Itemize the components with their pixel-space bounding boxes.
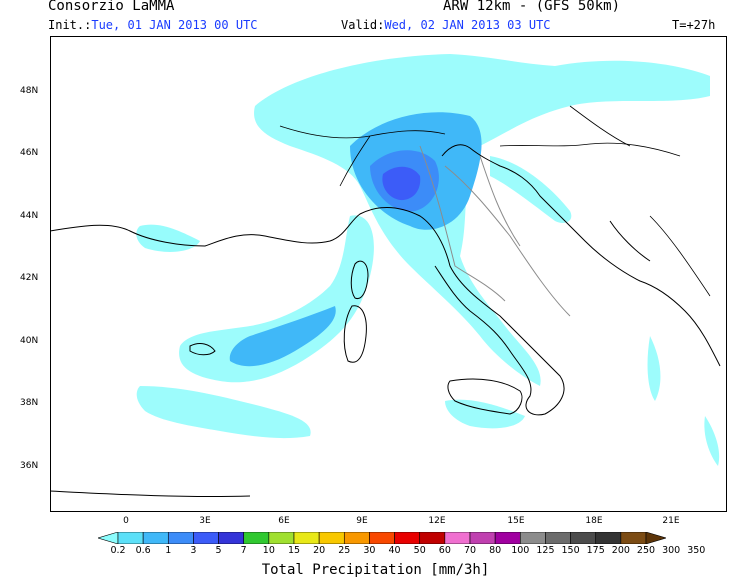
model-title: ARW 12km - (GFS 50km) (443, 0, 621, 14)
colorbar-level-label: 20 (313, 545, 326, 556)
colorbar-level-label: 60 (438, 545, 451, 556)
lon-label: 9E (356, 516, 368, 526)
colorbar-level-label: 25 (338, 545, 351, 556)
colorbar-level-label: 10 (262, 545, 275, 556)
colorbar-swatch (519, 532, 546, 544)
map-frame (50, 36, 727, 512)
colorbar-level-label: 7 (240, 545, 247, 556)
colorbar-swatch (167, 532, 194, 544)
lat-label: 36N (20, 461, 39, 471)
lon-label: 0 (123, 516, 129, 526)
lon-label: 18E (585, 516, 603, 526)
colorbar-level-label: 30 (363, 545, 376, 556)
lon-label: 21E (662, 516, 680, 526)
producer-title: Consorzio LaMMA (48, 0, 175, 14)
colorbar-level-label: 70 (463, 545, 477, 556)
lat-label: 48N (20, 86, 39, 96)
colorbar-swatch (369, 532, 395, 544)
init-time: Init.:Tue, 01 JAN 2013 00 UTC (48, 18, 258, 32)
lon-label: 12E (428, 516, 446, 526)
lon-label: 3E (199, 516, 211, 526)
colorbar-swatch (318, 532, 345, 544)
colorbar-level-label: 40 (388, 545, 401, 556)
colorbar-swatch (419, 532, 446, 544)
colorbar-swatch (343, 532, 370, 544)
precipitation-map (50, 36, 727, 512)
colorbar-level-label: 300 (662, 545, 681, 556)
init-label: Init.: (48, 18, 92, 32)
colorbar-swatch (570, 532, 597, 544)
lat-label: 42N (20, 273, 39, 283)
internal-borders (419, 145, 571, 317)
valid-value: Wed, 02 JAN 2013 03 UTC (384, 18, 551, 32)
precipitation-colorbar (98, 532, 666, 544)
colorbar-swatch (494, 532, 521, 544)
lat-label: 40N (20, 336, 39, 346)
colorbar-swatch (218, 532, 245, 544)
colorbar-swatch (595, 532, 622, 544)
colorbar-swatch (117, 532, 144, 544)
valid-label: Valid: (341, 18, 385, 32)
country-borders (279, 105, 711, 297)
colorbar-swatch (444, 532, 471, 544)
colorbar-level-label: 0.6 (135, 545, 151, 556)
colorbar-level-label: 0.2 (110, 545, 126, 556)
lat-label: 46N (20, 148, 39, 158)
colorbar-swatch (469, 532, 496, 544)
colorbar-level-label: 50 (413, 545, 426, 556)
colorbar-swatch (293, 532, 320, 544)
colorbar-level-label: 125 (536, 545, 555, 556)
colorbar-level-label: 100 (511, 545, 530, 556)
colorbar-level-label: 150 (561, 545, 580, 556)
colorbar-level-label: 175 (586, 545, 605, 556)
lat-label: 44N (20, 211, 39, 221)
colorbar-tip-right (645, 532, 666, 544)
lead-time: T=+27h (672, 18, 716, 32)
colorbar-swatch (193, 532, 219, 544)
precipitation-field (136, 54, 720, 466)
colorbar-level-label: 200 (611, 545, 630, 556)
colorbar-level-label: 5 (215, 545, 222, 556)
lat-label: 38N (20, 398, 39, 408)
colorbar-level-label: 350 (687, 545, 706, 556)
colorbar-level-label: 80 (489, 545, 502, 556)
lon-label: 15E (507, 516, 525, 526)
lon-label: 6E (278, 516, 290, 526)
valid-time: Valid:Wed, 02 JAN 2013 03 UTC (341, 18, 551, 32)
colorbar-level-label: 250 (636, 545, 656, 556)
init-value: Tue, 01 JAN 2013 00 UTC (91, 18, 258, 32)
colorbar-level-label: 1 (165, 545, 172, 556)
colorbar-swatch (142, 532, 169, 544)
colorbar-swatch (243, 532, 270, 544)
colorbar-swatch (394, 532, 421, 544)
colorbar-swatch (620, 532, 647, 544)
colorbar-swatch (268, 532, 295, 544)
colorbar-level-label: 15 (287, 545, 301, 556)
colorbar-swatch (545, 532, 571, 544)
colorbar-level-label: 3 (190, 545, 197, 556)
colorbar-title: Total Precipitation [mm/3h] (261, 562, 490, 578)
coastlines (50, 144, 721, 498)
colorbar-tip-left (98, 532, 119, 544)
